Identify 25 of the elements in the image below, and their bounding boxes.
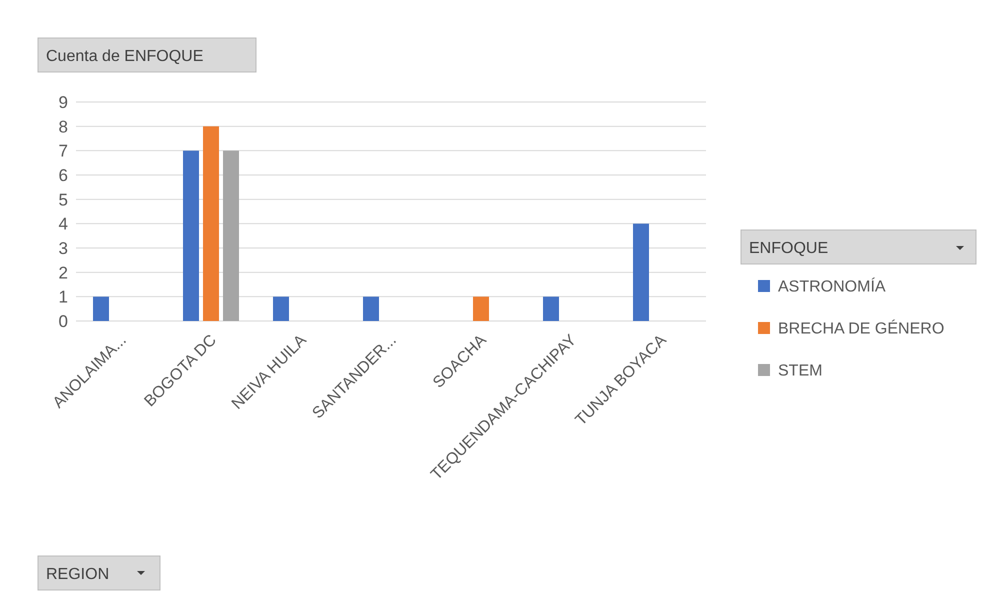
bar [363,296,379,321]
bar [223,150,239,321]
text: REGION [46,566,110,583]
chart-title: Cuenta de ENFOQUE [46,48,204,65]
y-tick-label: 9 [58,92,68,112]
bar [633,224,649,321]
y-tick-label: 2 [58,263,68,282]
y-tick-label: 4 [58,214,68,234]
bar [183,150,199,321]
bar [93,296,109,321]
y-tick-label: 0 [58,312,68,331]
legend-title: ENFOQUE [749,240,828,257]
y-tick-label: 3 [58,238,68,258]
y-tick-label: 1 [58,288,68,307]
legend-label: STEM [778,362,822,380]
bar [543,296,559,321]
y-tick-label: 7 [58,142,68,161]
legend-label: BRECHA DE GÉNERO [778,320,944,338]
bar [203,126,219,321]
y-tick-label: 8 [58,117,68,136]
bar [473,296,489,321]
legend-label: ASTRONOMÍA [778,278,886,296]
bar [273,296,289,321]
y-tick-label: 5 [58,190,68,210]
y-tick-label: 6 [58,166,68,185]
